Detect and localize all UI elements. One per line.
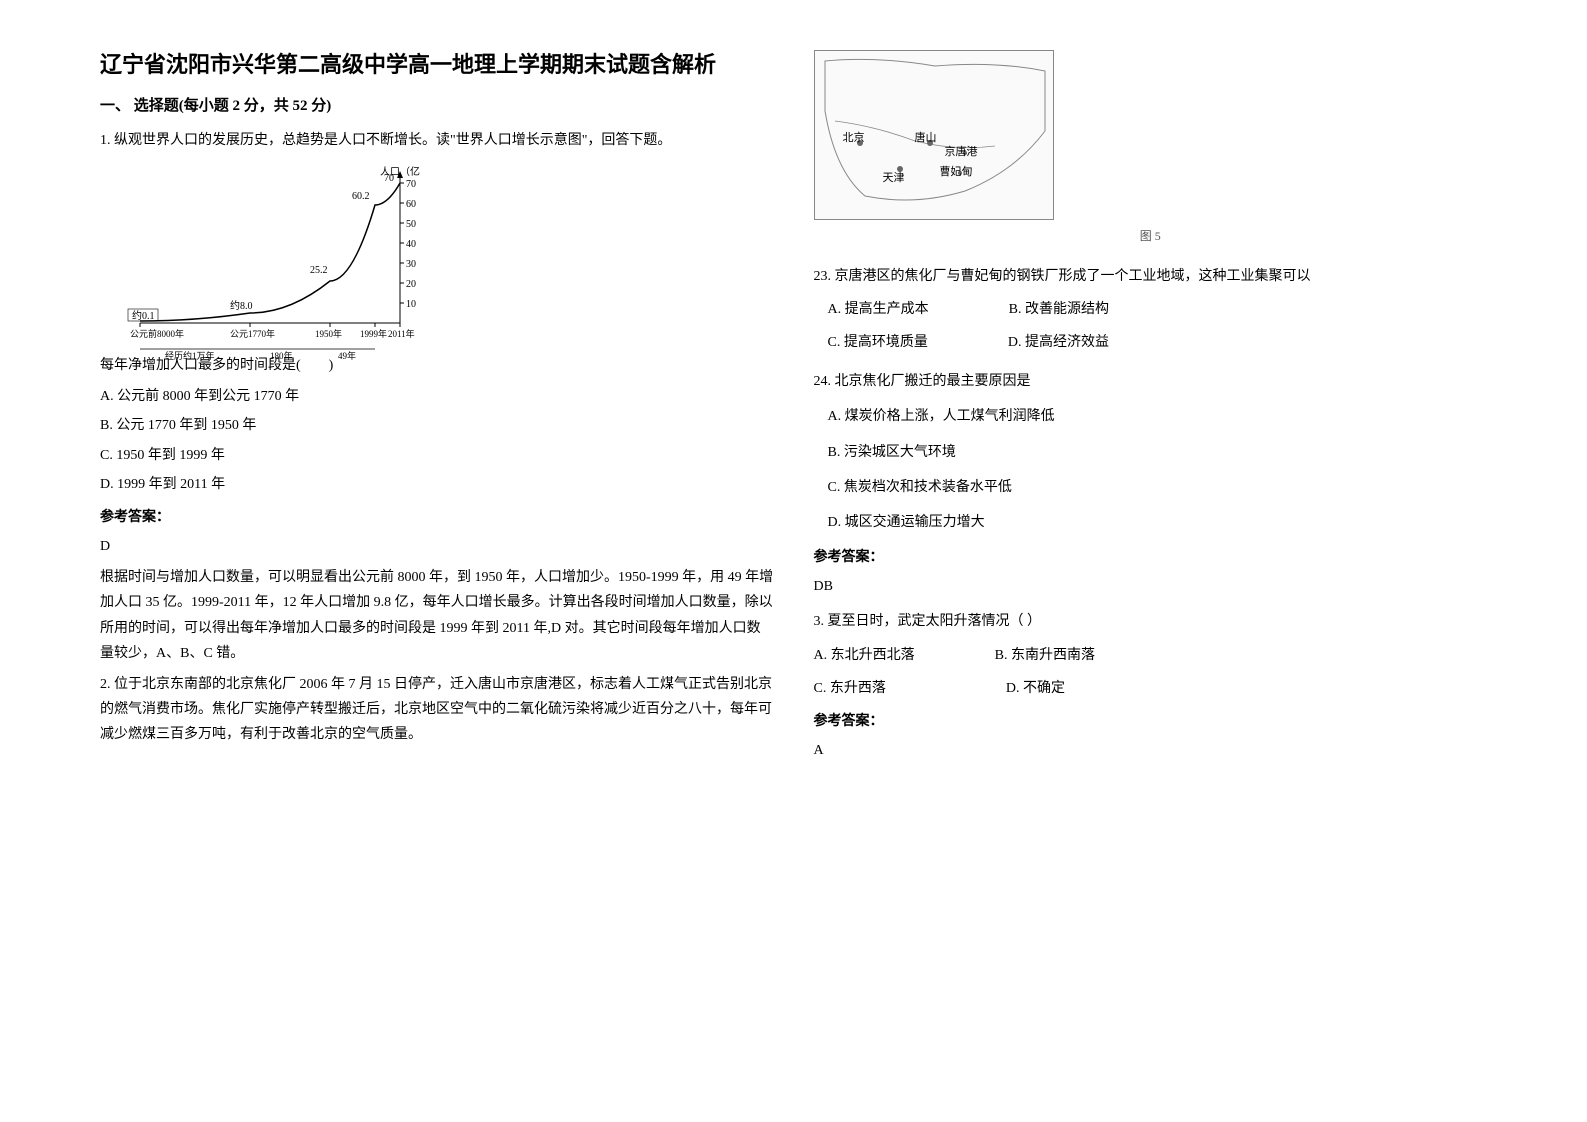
q24-stem: 24. 北京焦化厂搬迁的最主要原因是 (814, 369, 1488, 394)
q3-stem: 3. 夏至日时，武定太阳升落情况（ ） (814, 609, 1488, 634)
svg-text:60: 60 (406, 199, 416, 210)
map-label-tianjin: 天津 (883, 169, 905, 189)
svg-text:50: 50 (406, 219, 416, 230)
q23-opt-c: C. 提高环境质量 (828, 330, 928, 355)
q23-opt-d: D. 提高经济效益 (1008, 330, 1109, 355)
q1-stem: 1. 纵观世界人口的发展历史，总趋势是人口不断增长。读"世界人口增长示意图"，回… (100, 128, 774, 153)
svg-text:180年: 180年 (270, 350, 293, 361)
q3-opt-b: B. 东南升西南落 (995, 643, 1095, 668)
page-title: 辽宁省沈阳市兴华第二高级中学高一地理上学期期末试题含解析 (100, 50, 774, 81)
svg-text:2011年: 2011年 (388, 328, 415, 339)
right-column: 北京 唐山 天津 京唐港 曹妃甸 图 5 23. 京唐港区的焦化厂与曹妃甸的钢铁… (794, 50, 1508, 1072)
q3-answer-label: 参考答案： (814, 709, 1488, 734)
svg-text:70: 70 (384, 173, 394, 184)
q1-answer-label: 参考答案： (100, 505, 774, 530)
map-figure: 北京 唐山 天津 京唐港 曹妃甸 (814, 50, 1054, 220)
q1-options: A. 公元前 8000 年到公元 1770 年 B. 公元 1770 年到 19… (100, 384, 774, 497)
q24-opt-c: C. 焦炭档次和技术装备水平低 (828, 475, 1488, 500)
q24-options: A. 煤炭价格上涨，人工煤气利润降低 B. 污染城区大气环境 C. 焦炭档次和技… (828, 404, 1488, 535)
left-column: 辽宁省沈阳市兴华第二高级中学高一地理上学期期末试题含解析 一、 选择题(每小题 … (80, 50, 794, 1072)
q23-opts-row2: C. 提高环境质量 D. 提高经济效益 (828, 330, 1488, 355)
svg-text:70: 70 (406, 179, 416, 190)
q3-opts-row2: C. 东升西落 D. 不确定 (814, 676, 1488, 701)
svg-text:1950年: 1950年 (315, 328, 342, 339)
chart-svg: 10203040506070人口（亿）约0.1约8.025.260.270公元前… (120, 163, 420, 363)
q3-opts-row1: A. 东北升西北落 B. 东南升西南落 (814, 643, 1488, 668)
q1-opt-c: C. 1950 年到 1999 年 (100, 443, 774, 468)
map-label-caofeidian: 曹妃甸 (940, 163, 973, 183)
q23-opts-row1: A. 提高生产成本 B. 改善能源结构 (828, 297, 1488, 322)
q24-answer: DB (814, 574, 1488, 599)
section-heading: 一、 选择题(每小题 2 分，共 52 分) (100, 93, 774, 120)
population-chart: 10203040506070人口（亿）约0.1约8.025.260.270公元前… (120, 163, 420, 343)
svg-text:经历约1万年: 经历约1万年 (165, 350, 215, 361)
map-label-beijing: 北京 (843, 129, 865, 149)
q3-opt-c: C. 东升西落 (814, 676, 886, 701)
q1-opt-d: D. 1999 年到 2011 年 (100, 472, 774, 497)
svg-text:1999年: 1999年 (360, 328, 387, 339)
svg-text:公元前8000年: 公元前8000年 (130, 328, 184, 339)
svg-text:20: 20 (406, 279, 416, 290)
svg-text:40: 40 (406, 239, 416, 250)
map-label-jingtanggang: 京唐港 (945, 143, 978, 163)
map-label-tangshan: 唐山 (915, 129, 937, 149)
q23-stem: 23. 京唐港区的焦化厂与曹妃甸的钢铁厂形成了一个工业地域，这种工业集聚可以 (814, 264, 1488, 289)
q3-answer: A (814, 738, 1488, 763)
q23-opt-a: A. 提高生产成本 (828, 297, 929, 322)
svg-text:60.2: 60.2 (352, 191, 370, 202)
q23-opt-b: B. 改善能源结构 (1009, 297, 1109, 322)
svg-text:49年: 49年 (338, 350, 356, 361)
q1-explanation: 根据时间与增加人口数量，可以明显看出公元前 8000 年，到 1950 年，人口… (100, 565, 774, 666)
svg-text:约8.0: 约8.0 (230, 299, 253, 312)
q24-opt-a: A. 煤炭价格上涨，人工煤气利润降低 (828, 404, 1488, 429)
map-caption: 图 5 (814, 226, 1488, 248)
q24-answer-label: 参考答案： (814, 545, 1488, 570)
q3-opt-d: D. 不确定 (1006, 676, 1065, 701)
svg-text:25.2: 25.2 (310, 265, 328, 276)
q1-opt-b: B. 公元 1770 年到 1950 年 (100, 413, 774, 438)
q24-opt-b: B. 污染城区大气环境 (828, 440, 1488, 465)
q1-opt-a: A. 公元前 8000 年到公元 1770 年 (100, 384, 774, 409)
svg-text:30: 30 (406, 259, 416, 270)
svg-text:公元1770年: 公元1770年 (230, 328, 275, 339)
q3-opt-a: A. 东北升西北落 (814, 643, 915, 668)
svg-text:10: 10 (406, 299, 416, 310)
q2-stem: 2. 位于北京东南部的北京焦化厂 2006 年 7 月 15 日停产，迁入唐山市… (100, 672, 774, 748)
svg-text:约0.1: 约0.1 (132, 309, 155, 322)
q24-opt-d: D. 城区交通运输压力增大 (828, 510, 1488, 535)
q1-answer: D (100, 534, 774, 559)
